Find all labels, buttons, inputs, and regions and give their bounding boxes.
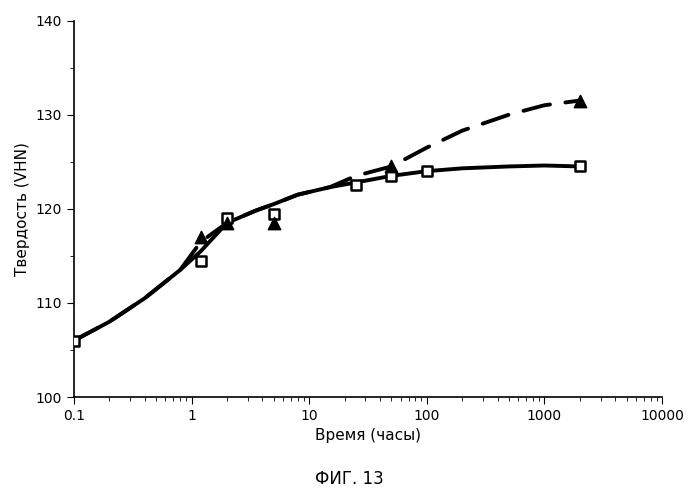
Text: ФИГ. 13: ФИГ. 13	[315, 470, 384, 488]
Point	[222, 219, 233, 227]
Y-axis label: Твердость (VHN): Твердость (VHN)	[15, 142, 30, 276]
Point	[268, 219, 280, 227]
Point	[575, 97, 586, 105]
Point	[350, 181, 361, 189]
Point	[268, 210, 280, 217]
Point	[575, 163, 586, 171]
Point	[386, 163, 397, 171]
Point	[222, 214, 233, 222]
Point	[195, 257, 206, 265]
Point	[195, 233, 206, 241]
X-axis label: Время (часы): Время (часы)	[315, 428, 421, 444]
Point	[386, 172, 397, 180]
Point	[421, 167, 433, 175]
Point	[69, 337, 80, 345]
